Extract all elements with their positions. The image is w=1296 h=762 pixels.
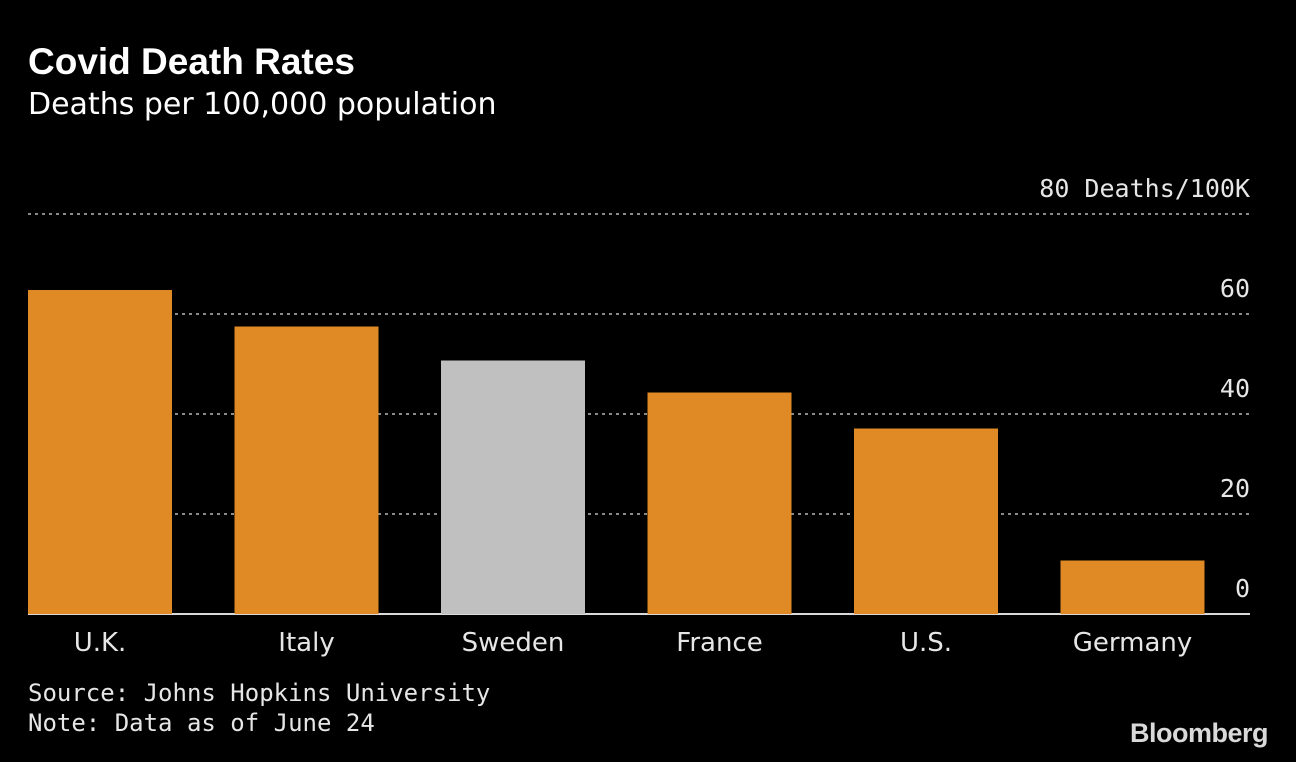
chart-title: Covid Death Rates	[28, 41, 355, 82]
bar-france	[647, 392, 792, 614]
bloomberg-logo: Bloomberg	[1129, 718, 1269, 748]
y-tick-label: 20	[1220, 474, 1250, 503]
x-category-label: Italy	[278, 628, 334, 658]
bar-italy	[234, 326, 379, 614]
x-category-label: U.S.	[900, 628, 952, 658]
x-category-label: Sweden	[462, 628, 565, 658]
x-category-label: U.K.	[74, 628, 127, 658]
y-tick-label: 80 Deaths/100K	[1039, 174, 1250, 203]
y-tick-label: 60	[1220, 274, 1250, 303]
y-axis-ticks: 0 20 40 60 80 Deaths/100K	[1039, 174, 1250, 603]
bars	[28, 290, 1205, 614]
x-category-label: Germany	[1073, 628, 1193, 658]
bar-germany	[1060, 560, 1205, 614]
gridlines	[28, 213, 1250, 615]
source-note: Source: Johns Hopkins University	[28, 679, 491, 707]
y-tick-label: 0	[1235, 574, 1250, 603]
x-category-label: France	[676, 628, 762, 658]
bar-uk	[28, 290, 172, 614]
bar-us	[854, 428, 998, 614]
data-note: Note: Data as of June 24	[28, 709, 375, 737]
bar-sweden	[441, 360, 585, 614]
chart-subtitle: Deaths per 100,000 population	[28, 87, 497, 122]
x-axis-categories: U.K. Italy Sweden France U.S. Germany	[74, 628, 1193, 658]
y-tick-label: 40	[1220, 374, 1250, 403]
